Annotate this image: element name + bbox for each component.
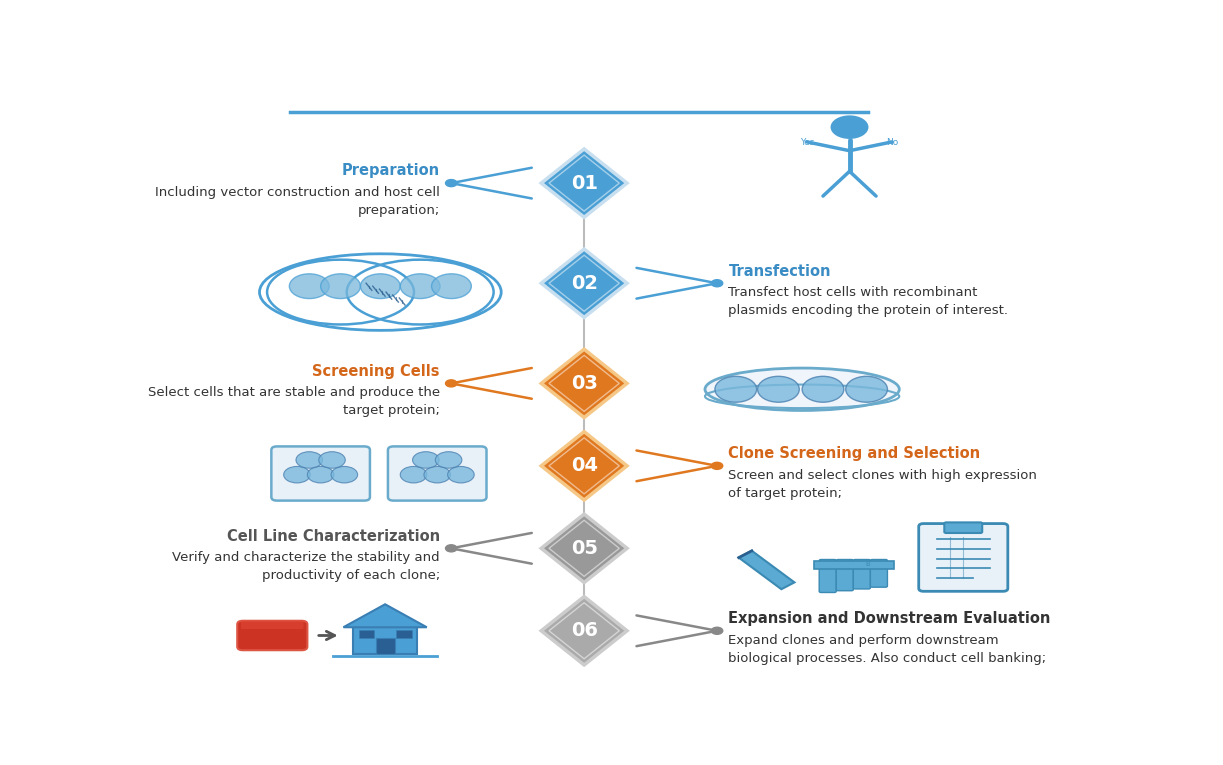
- Circle shape: [802, 376, 844, 402]
- Circle shape: [320, 274, 361, 298]
- Text: 01: 01: [571, 174, 598, 193]
- Polygon shape: [542, 514, 627, 582]
- Polygon shape: [542, 149, 627, 217]
- Text: 03: 03: [571, 374, 598, 393]
- Circle shape: [448, 467, 475, 483]
- Circle shape: [757, 376, 800, 402]
- Circle shape: [400, 274, 440, 298]
- Text: B: B: [865, 562, 870, 567]
- Text: Including vector construction and host cell
preparation;: Including vector construction and host c…: [155, 186, 440, 217]
- FancyBboxPatch shape: [871, 559, 888, 588]
- Circle shape: [319, 451, 345, 468]
- FancyBboxPatch shape: [819, 559, 837, 592]
- Text: Cell Line Characterization: Cell Line Characterization: [226, 529, 440, 544]
- Text: Screening Cells: Screening Cells: [312, 363, 440, 379]
- Circle shape: [445, 180, 457, 187]
- FancyBboxPatch shape: [237, 620, 307, 650]
- Bar: [396, 630, 412, 638]
- FancyBboxPatch shape: [837, 559, 854, 591]
- Text: 02: 02: [571, 274, 598, 293]
- FancyBboxPatch shape: [944, 522, 982, 533]
- Bar: [815, 561, 894, 569]
- Text: Yes: Yes: [800, 138, 815, 147]
- FancyBboxPatch shape: [854, 559, 871, 589]
- Circle shape: [715, 376, 757, 402]
- Text: Verify and characterize the stability and
productivity of each clone;: Verify and characterize the stability an…: [172, 552, 440, 582]
- Circle shape: [307, 467, 334, 483]
- Polygon shape: [542, 349, 627, 418]
- Text: Expansion and Downstream Evaluation: Expansion and Downstream Evaluation: [729, 611, 1051, 626]
- FancyBboxPatch shape: [272, 447, 369, 500]
- FancyBboxPatch shape: [241, 620, 303, 629]
- Text: Clone Screening and Selection: Clone Screening and Selection: [729, 446, 981, 461]
- Text: 04: 04: [571, 457, 598, 475]
- Text: 05: 05: [571, 539, 598, 558]
- Circle shape: [284, 467, 311, 483]
- Ellipse shape: [704, 368, 899, 411]
- Text: Expand clones and perform downstream
biological processes. Also conduct cell ban: Expand clones and perform downstream bio…: [729, 633, 1047, 665]
- Circle shape: [846, 376, 888, 402]
- Circle shape: [412, 451, 439, 468]
- Text: No: No: [885, 138, 899, 147]
- Circle shape: [712, 627, 723, 634]
- Text: 06: 06: [571, 621, 598, 640]
- Circle shape: [712, 462, 723, 470]
- Circle shape: [400, 467, 427, 483]
- Text: Transfect host cells with recombinant
plasmids encoding the protein of interest.: Transfect host cells with recombinant pl…: [729, 286, 1009, 317]
- Circle shape: [712, 280, 723, 287]
- FancyBboxPatch shape: [918, 523, 1008, 591]
- Polygon shape: [344, 604, 427, 627]
- Circle shape: [290, 274, 329, 298]
- Text: Transfection: Transfection: [729, 263, 830, 278]
- Circle shape: [445, 380, 457, 387]
- Circle shape: [830, 116, 868, 139]
- Bar: [375, 638, 395, 654]
- Circle shape: [361, 274, 400, 298]
- Circle shape: [445, 545, 457, 552]
- Polygon shape: [542, 597, 627, 665]
- Polygon shape: [542, 249, 627, 317]
- Polygon shape: [542, 431, 627, 500]
- Circle shape: [424, 467, 450, 483]
- Circle shape: [296, 451, 323, 468]
- Circle shape: [331, 467, 357, 483]
- Text: Screen and select clones with high expression
of target protein;: Screen and select clones with high expre…: [729, 469, 1037, 500]
- Polygon shape: [739, 551, 795, 589]
- Bar: [353, 627, 417, 654]
- FancyBboxPatch shape: [388, 447, 487, 500]
- Circle shape: [435, 451, 462, 468]
- Text: Preparation: Preparation: [341, 164, 440, 178]
- Circle shape: [432, 274, 471, 298]
- Bar: [358, 630, 374, 638]
- Text: Select cells that are stable and produce the
target protein;: Select cells that are stable and produce…: [148, 386, 440, 418]
